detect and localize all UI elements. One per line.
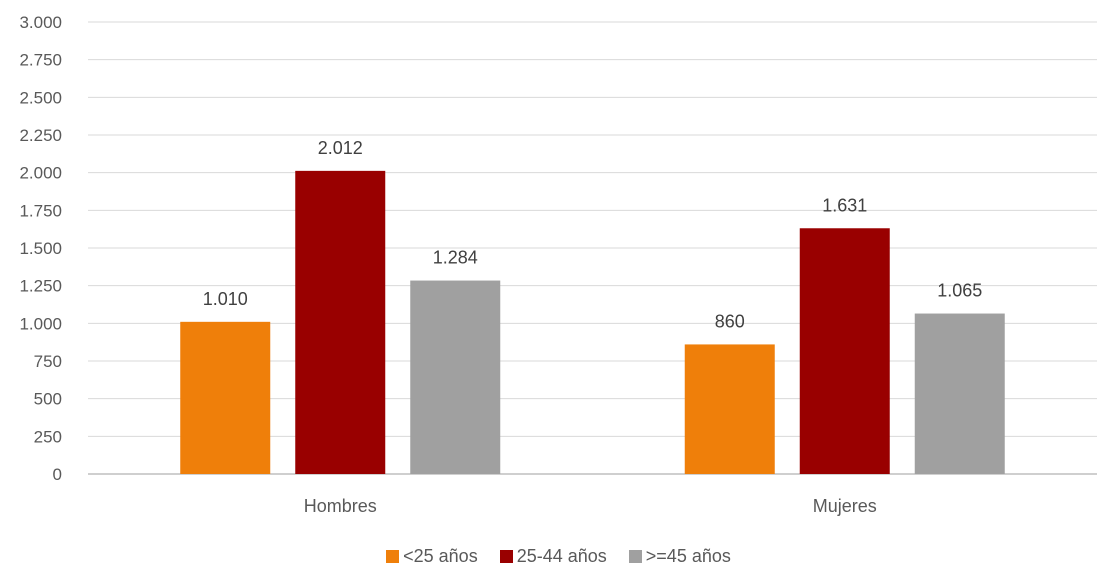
y-tick-label: 1.000 (19, 314, 62, 333)
x-category-label: Hombres (304, 496, 377, 516)
bar (295, 170, 386, 474)
x-category-label: Mujeres (813, 496, 877, 516)
y-tick-label: 2.500 (19, 88, 62, 107)
legend: <25 años 25-44 años >=45 años (0, 545, 1117, 567)
bar (684, 344, 775, 474)
bar (180, 321, 271, 474)
y-tick-label: 2.750 (19, 51, 62, 70)
legend-swatch-45-plus (628, 549, 642, 563)
y-tick-label: 1.500 (19, 239, 62, 258)
data-label: 1.631 (822, 195, 867, 215)
legend-item-45-plus: >=45 años (628, 545, 731, 567)
y-tick-label: 2.000 (19, 164, 62, 183)
data-label: 1.010 (203, 289, 248, 309)
y-tick-label: 750 (34, 352, 62, 371)
data-label: 1.284 (433, 248, 478, 268)
y-tick-label: 1.250 (19, 277, 62, 296)
legend-item-under-25: <25 años (386, 546, 478, 567)
y-tick-label: 500 (34, 390, 62, 409)
data-label: 860 (715, 311, 745, 331)
legend-swatch-25-44 (499, 549, 513, 563)
legend-label-under-25: <25 años (403, 545, 478, 566)
data-label: 2.012 (318, 138, 363, 158)
bar (914, 313, 1005, 474)
data-label: 1.065 (937, 281, 982, 301)
y-tick-label: 1.750 (19, 201, 62, 220)
y-tick-label: 2.250 (19, 126, 62, 145)
bar (799, 228, 890, 474)
legend-label-45-plus: >=45 años (645, 545, 731, 566)
y-tick-label: 250 (34, 427, 62, 446)
y-tick-label: 3.000 (19, 13, 62, 32)
y-tick-label: 0 (53, 465, 62, 484)
legend-swatch-under-25 (386, 549, 400, 563)
legend-label-25-44: 25-44 años (516, 545, 607, 566)
bar (410, 280, 501, 474)
legend-item-25-44: 25-44 años (499, 545, 607, 567)
